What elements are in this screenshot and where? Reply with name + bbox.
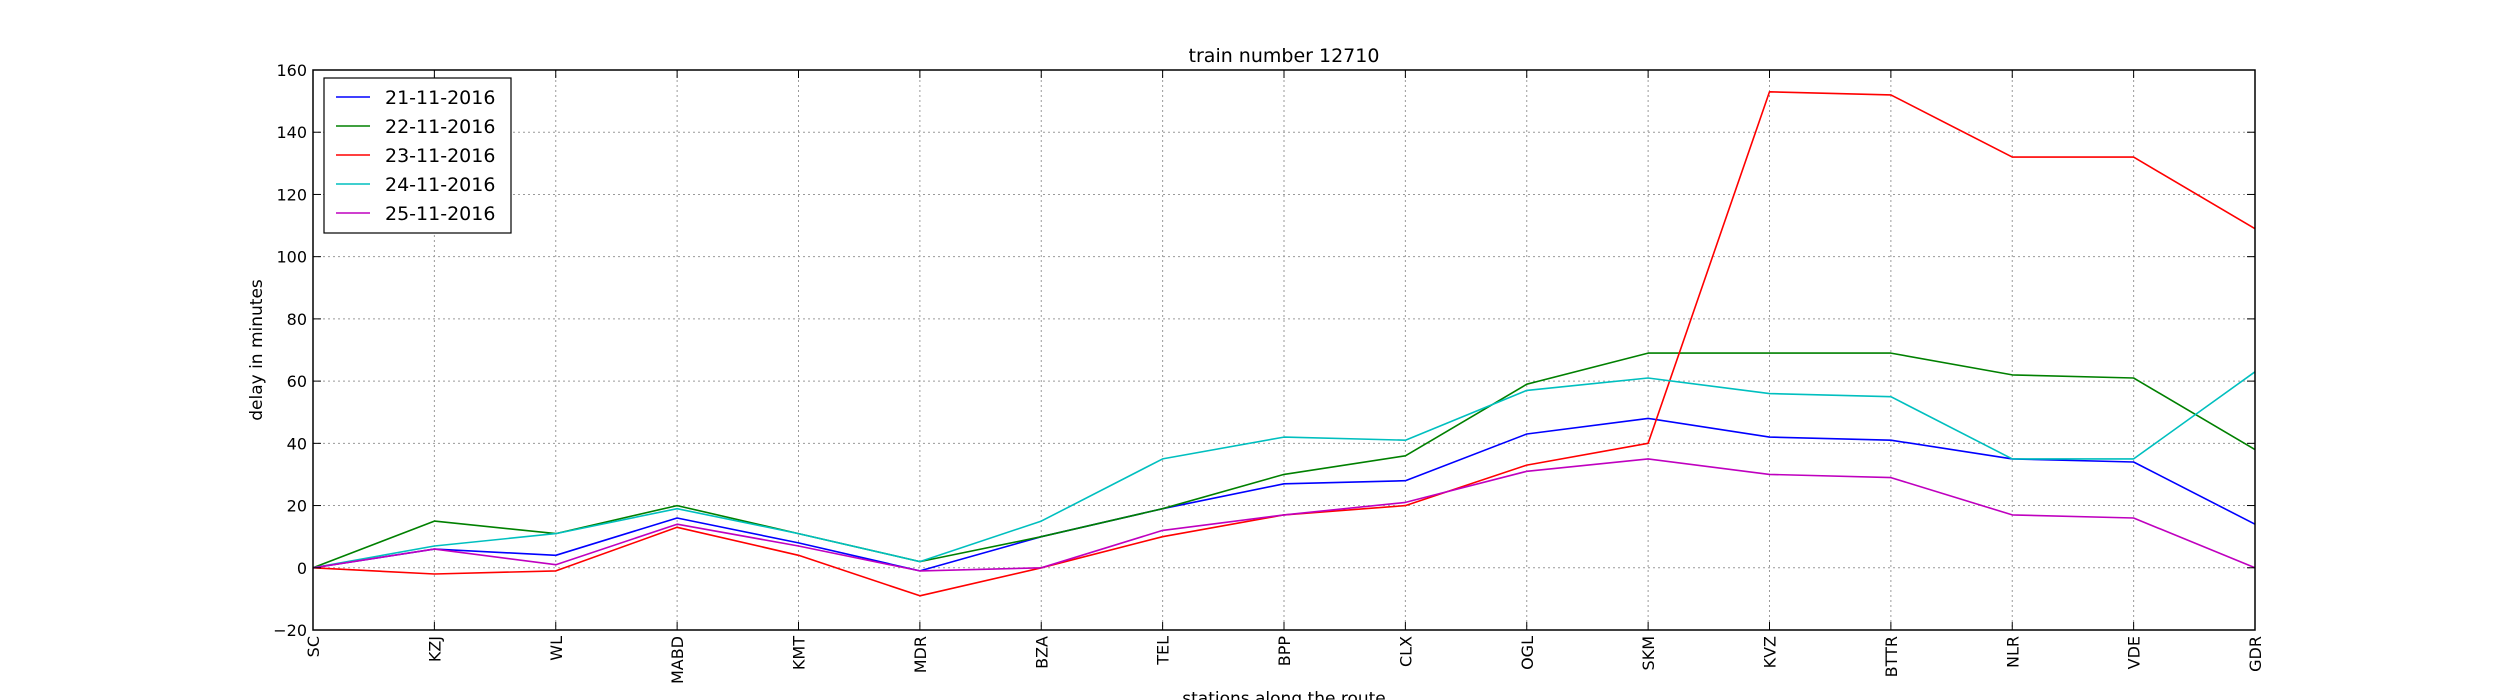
x-tick-label: OGL: [1518, 636, 1537, 670]
series-line: [312, 371, 2256, 569]
x-tick-label: TEL: [1154, 636, 1173, 666]
series-line: [312, 352, 2256, 569]
legend-label: 23-11-2016: [385, 145, 495, 167]
y-tick-label: 160: [276, 61, 307, 80]
x-tick-label: WL: [547, 636, 566, 661]
x-axis: SC KZJ WL MABD KMT MDR BZA TEL BPP CLX OGL SKM KVZ BT…: [304, 70, 2265, 684]
y-tick-label: 40: [287, 434, 307, 453]
legend: 21-11-2016 22-11-2016 23-11-2016 24-11-2016…: [323, 77, 512, 234]
x-tick-label: CLX: [1396, 636, 1415, 667]
x-tick-label: BPP: [1275, 636, 1294, 667]
y-tick-label: 100: [276, 248, 307, 267]
chart-title: train number 12710: [1189, 45, 1380, 67]
x-tick-label: SC: [304, 636, 323, 657]
legend-label: 21-11-2016: [385, 87, 495, 109]
x-tick-label: BZA: [1032, 636, 1051, 669]
y-axis-label: delay in minutes: [247, 279, 267, 421]
x-tick-label: KMT: [790, 636, 809, 670]
legend-label: 22-11-2016: [385, 116, 495, 138]
x-tick-label: KZJ: [425, 636, 444, 662]
y-tick-label: 140: [276, 123, 307, 142]
y-tick-label: 80: [287, 310, 307, 329]
legend-label: 25-11-2016: [385, 203, 495, 225]
y-tick-label: 60: [287, 372, 307, 391]
x-tick-label: MDR: [911, 636, 930, 673]
x-tick-label: VDE: [2125, 636, 2144, 669]
y-tick-label: 120: [276, 185, 307, 204]
x-tick-label: GDR: [2246, 636, 2265, 672]
y-tick-label: −20: [273, 621, 307, 640]
x-tick-label: SKM: [1639, 636, 1658, 670]
x-tick-label: BTTR: [1882, 636, 1901, 677]
y-axis: −20 0 20 40 60 80 100 120 140 160: [273, 61, 2255, 640]
y-tick-label: 20: [287, 497, 307, 516]
legend-label: 24-11-2016: [385, 174, 495, 196]
x-tick-label: MABD: [668, 636, 687, 684]
x-axis-label: stations along the route: [1182, 689, 1386, 700]
x-tick-label: KVZ: [1761, 636, 1780, 668]
y-tick-label: 0: [297, 559, 307, 578]
series-line: [312, 458, 2256, 572]
x-tick-label: NLR: [2003, 636, 2022, 668]
series-group: [312, 91, 2256, 597]
series-line: [312, 417, 2256, 572]
